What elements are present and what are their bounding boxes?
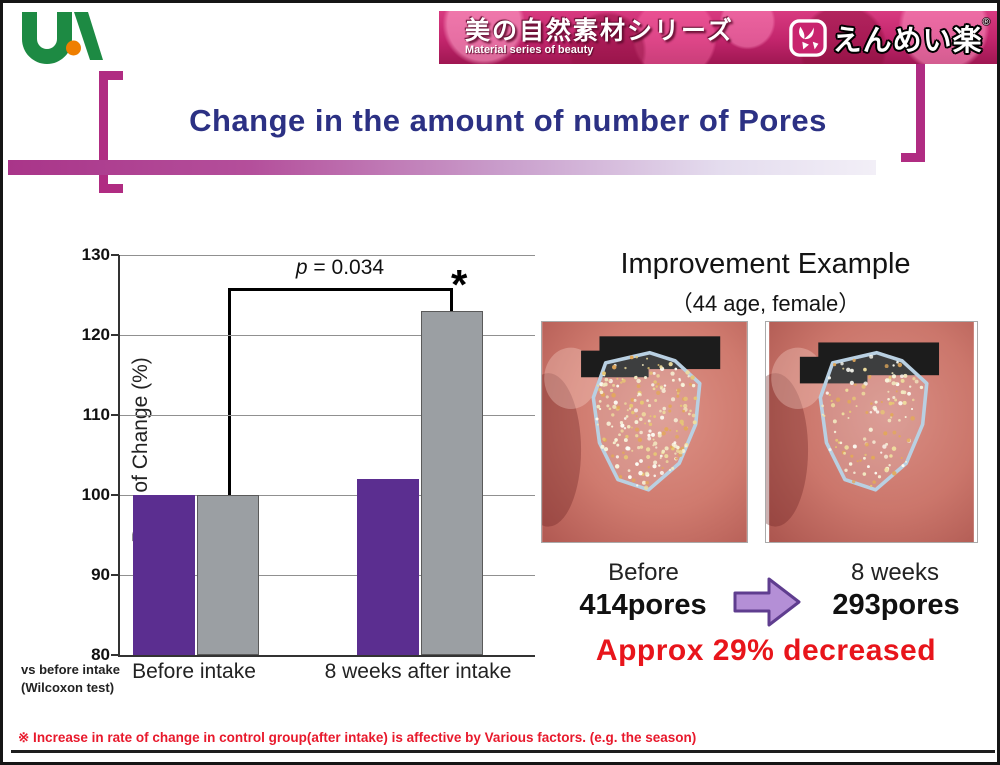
gridline [120,495,535,496]
footer-note: ※ Increase in rate of change in control … [18,730,697,745]
title-bracket-right [916,64,925,162]
pore-dots [821,354,924,488]
chart-footnote: vs before intake (Wilcoxon test) [21,662,120,695]
right-arrow-icon [733,577,801,627]
before-label: Before [608,559,679,586]
gridline [120,255,535,256]
banner-subtitle: Material series of beauty [465,44,594,57]
photo-after [765,321,978,543]
example-subtitle: （44 age, female） [670,291,861,316]
brand-flower-icon [788,18,827,57]
photo-before [541,321,748,543]
brand-block: えんめい楽® [788,16,997,59]
page-title: Change in the amount of number of Pores [189,103,827,138]
before-pore-count: 414pores [579,589,707,621]
tick-mark [111,494,119,496]
bar-gray-before [197,495,259,655]
p-value-label: p = 0.034 [295,256,385,279]
bar-purple-after [357,479,419,655]
gridline [120,335,535,336]
y-tick-label: 130 [81,245,110,264]
pore-region-outline [818,350,929,492]
title-divider-gradient [8,160,876,175]
bar-chart-plot [111,254,535,657]
gridline [120,575,535,576]
tick-mark [111,654,119,656]
bar-gray-after [421,311,483,655]
title-bracket-right-bottom-nub [901,153,916,162]
x-axis-label-after: 8 weeks after intake [324,660,512,683]
y-tick-label: 80 [91,645,110,664]
significance-asterisk: * [451,261,468,308]
y-tick-label: 90 [91,565,110,584]
ua-logo [22,12,103,64]
bar-purple-before [133,495,195,655]
banner-title: 美の自然素材シリーズ [465,17,734,46]
header-banner: 美の自然素材シリーズ Material series of beauty えんめ… [439,11,997,64]
after-pore-count: 293pores [832,589,960,621]
significance-bracket-horizontal [228,288,453,291]
title-bracket-left-bottom-nub [108,184,123,193]
banner-text-block: 美の自然素材シリーズ Material series of beauty [439,18,734,57]
brand-name: えんめい楽® [832,16,990,57]
gridline [120,415,535,416]
y-tick-label: 120 [81,325,110,344]
registered-mark: ® [982,16,990,28]
significance-bracket-left [228,288,231,496]
y-tick-label: 100 [81,485,110,504]
pore-region-outline [591,350,702,492]
tick-mark [111,334,119,336]
tick-mark [111,574,119,576]
tick-mark [111,414,119,416]
y-tick-label: 110 [82,405,110,424]
pore-dots [595,355,698,490]
x-axis-label-before: Before intake [132,660,256,683]
title-bracket-left-top-nub [108,71,123,80]
result-text: Approx 29% decreased [595,634,937,667]
significance-bracket-right [450,288,453,313]
example-title: Improvement Example [620,248,911,280]
after-label: 8 weeks [850,559,940,586]
title-bracket-left [99,71,108,193]
tick-mark [111,254,119,256]
footer-divider [11,750,995,753]
